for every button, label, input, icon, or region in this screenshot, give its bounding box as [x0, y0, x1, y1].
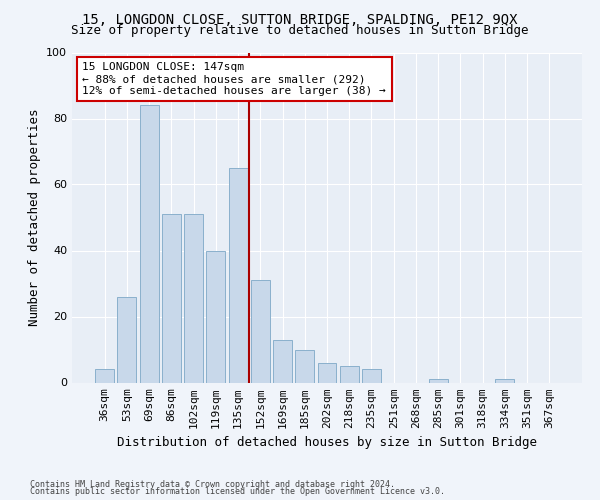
Text: Size of property relative to detached houses in Sutton Bridge: Size of property relative to detached ho… — [71, 24, 529, 37]
Bar — [206, 250, 225, 382]
Bar — [295, 350, 314, 382]
Text: Contains public sector information licensed under the Open Government Licence v3: Contains public sector information licen… — [30, 487, 445, 496]
Bar — [496, 379, 514, 382]
Bar — [317, 362, 337, 382]
Bar — [229, 168, 248, 382]
Y-axis label: Number of detached properties: Number of detached properties — [28, 109, 41, 326]
Bar — [362, 370, 381, 382]
Bar — [95, 370, 114, 382]
Text: 15 LONGDON CLOSE: 147sqm
← 88% of detached houses are smaller (292)
12% of semi-: 15 LONGDON CLOSE: 147sqm ← 88% of detach… — [82, 62, 386, 96]
Bar — [251, 280, 270, 382]
Text: Contains HM Land Registry data © Crown copyright and database right 2024.: Contains HM Land Registry data © Crown c… — [30, 480, 395, 489]
Bar — [340, 366, 359, 382]
Bar — [429, 379, 448, 382]
Text: 15, LONGDON CLOSE, SUTTON BRIDGE, SPALDING, PE12 9QX: 15, LONGDON CLOSE, SUTTON BRIDGE, SPALDI… — [82, 12, 518, 26]
Bar — [273, 340, 292, 382]
Bar — [184, 214, 203, 382]
X-axis label: Distribution of detached houses by size in Sutton Bridge: Distribution of detached houses by size … — [117, 436, 537, 449]
Bar — [162, 214, 181, 382]
Bar — [140, 106, 158, 382]
Bar — [118, 296, 136, 382]
